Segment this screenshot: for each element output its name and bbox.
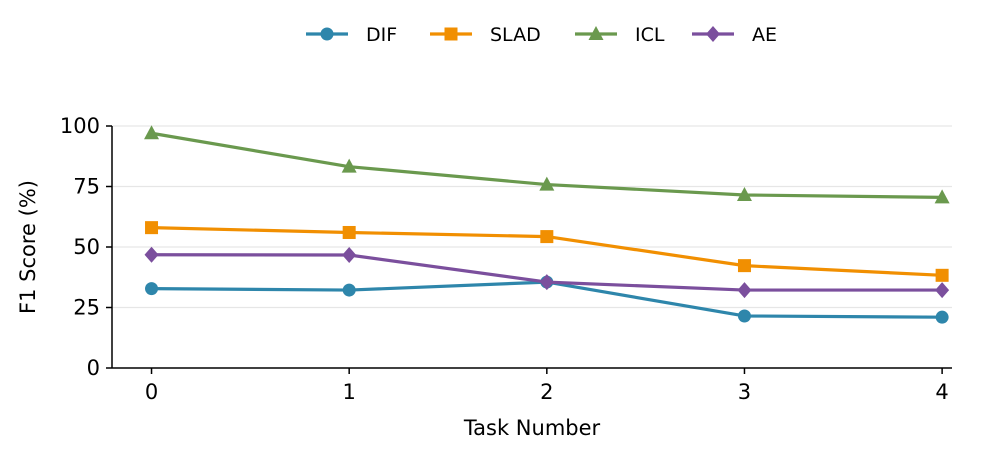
x-tick-label: 4 <box>935 380 948 404</box>
y-tick-label: 100 <box>60 114 100 138</box>
data-point-dif <box>145 282 159 296</box>
legend: DIF SLAD ICL AE <box>306 24 777 46</box>
y-tick-label: 0 <box>87 356 100 380</box>
y-axis-title: F1 Score (%) <box>16 180 40 314</box>
data-point-slad <box>540 230 554 244</box>
x-axis-title: Task Number <box>463 416 601 440</box>
legend-label-dif: DIF <box>366 24 397 46</box>
series-icl <box>144 125 950 204</box>
data-point-ae <box>935 282 950 299</box>
data-point-slad <box>145 221 159 235</box>
data-point-icl <box>736 186 752 201</box>
data-point-slad <box>737 259 751 273</box>
data-point-slad <box>342 225 356 239</box>
data-point-ae <box>737 282 752 299</box>
legend-entry-ae: AE <box>692 24 777 46</box>
legend-entry-dif: DIF <box>306 24 397 46</box>
x-tick-label: 3 <box>738 380 751 404</box>
series-slad <box>145 221 949 282</box>
data-point-ae <box>342 246 357 263</box>
data-point-dif <box>342 283 356 297</box>
legend-label-slad: SLAD <box>490 24 541 46</box>
data-point-icl <box>144 125 160 140</box>
data-point-dif <box>935 310 949 324</box>
data-point-slad <box>935 268 949 282</box>
legend-marker-icl <box>588 26 604 40</box>
legend-marker-ae <box>706 26 720 42</box>
legend-entry-slad: SLAD <box>430 24 541 46</box>
data-point-icl <box>341 158 357 173</box>
y-tick-label: 75 <box>73 175 100 199</box>
series-ae <box>144 246 950 299</box>
x-tick-label: 2 <box>540 380 553 404</box>
x-tick-label: 1 <box>342 380 355 404</box>
legend-entry-icl: ICL <box>575 24 665 46</box>
data-point-icl <box>934 189 950 204</box>
y-tick-label: 50 <box>73 235 100 259</box>
gridlines <box>112 125 952 309</box>
legend-marker-dif <box>320 27 334 41</box>
data-point-icl <box>539 176 555 191</box>
y-tick-label: 25 <box>73 296 100 320</box>
data-point-dif <box>737 309 751 323</box>
legend-label-ae: AE <box>752 24 777 46</box>
data-point-ae <box>144 246 159 263</box>
axes: 0 25 50 75 100 0 1 2 3 4 <box>60 114 952 404</box>
data-point-ae <box>539 274 554 291</box>
x-tick-label: 0 <box>145 380 158 404</box>
series-group <box>144 125 950 324</box>
legend-marker-slad <box>444 27 458 41</box>
legend-label-icl: ICL <box>635 24 665 46</box>
